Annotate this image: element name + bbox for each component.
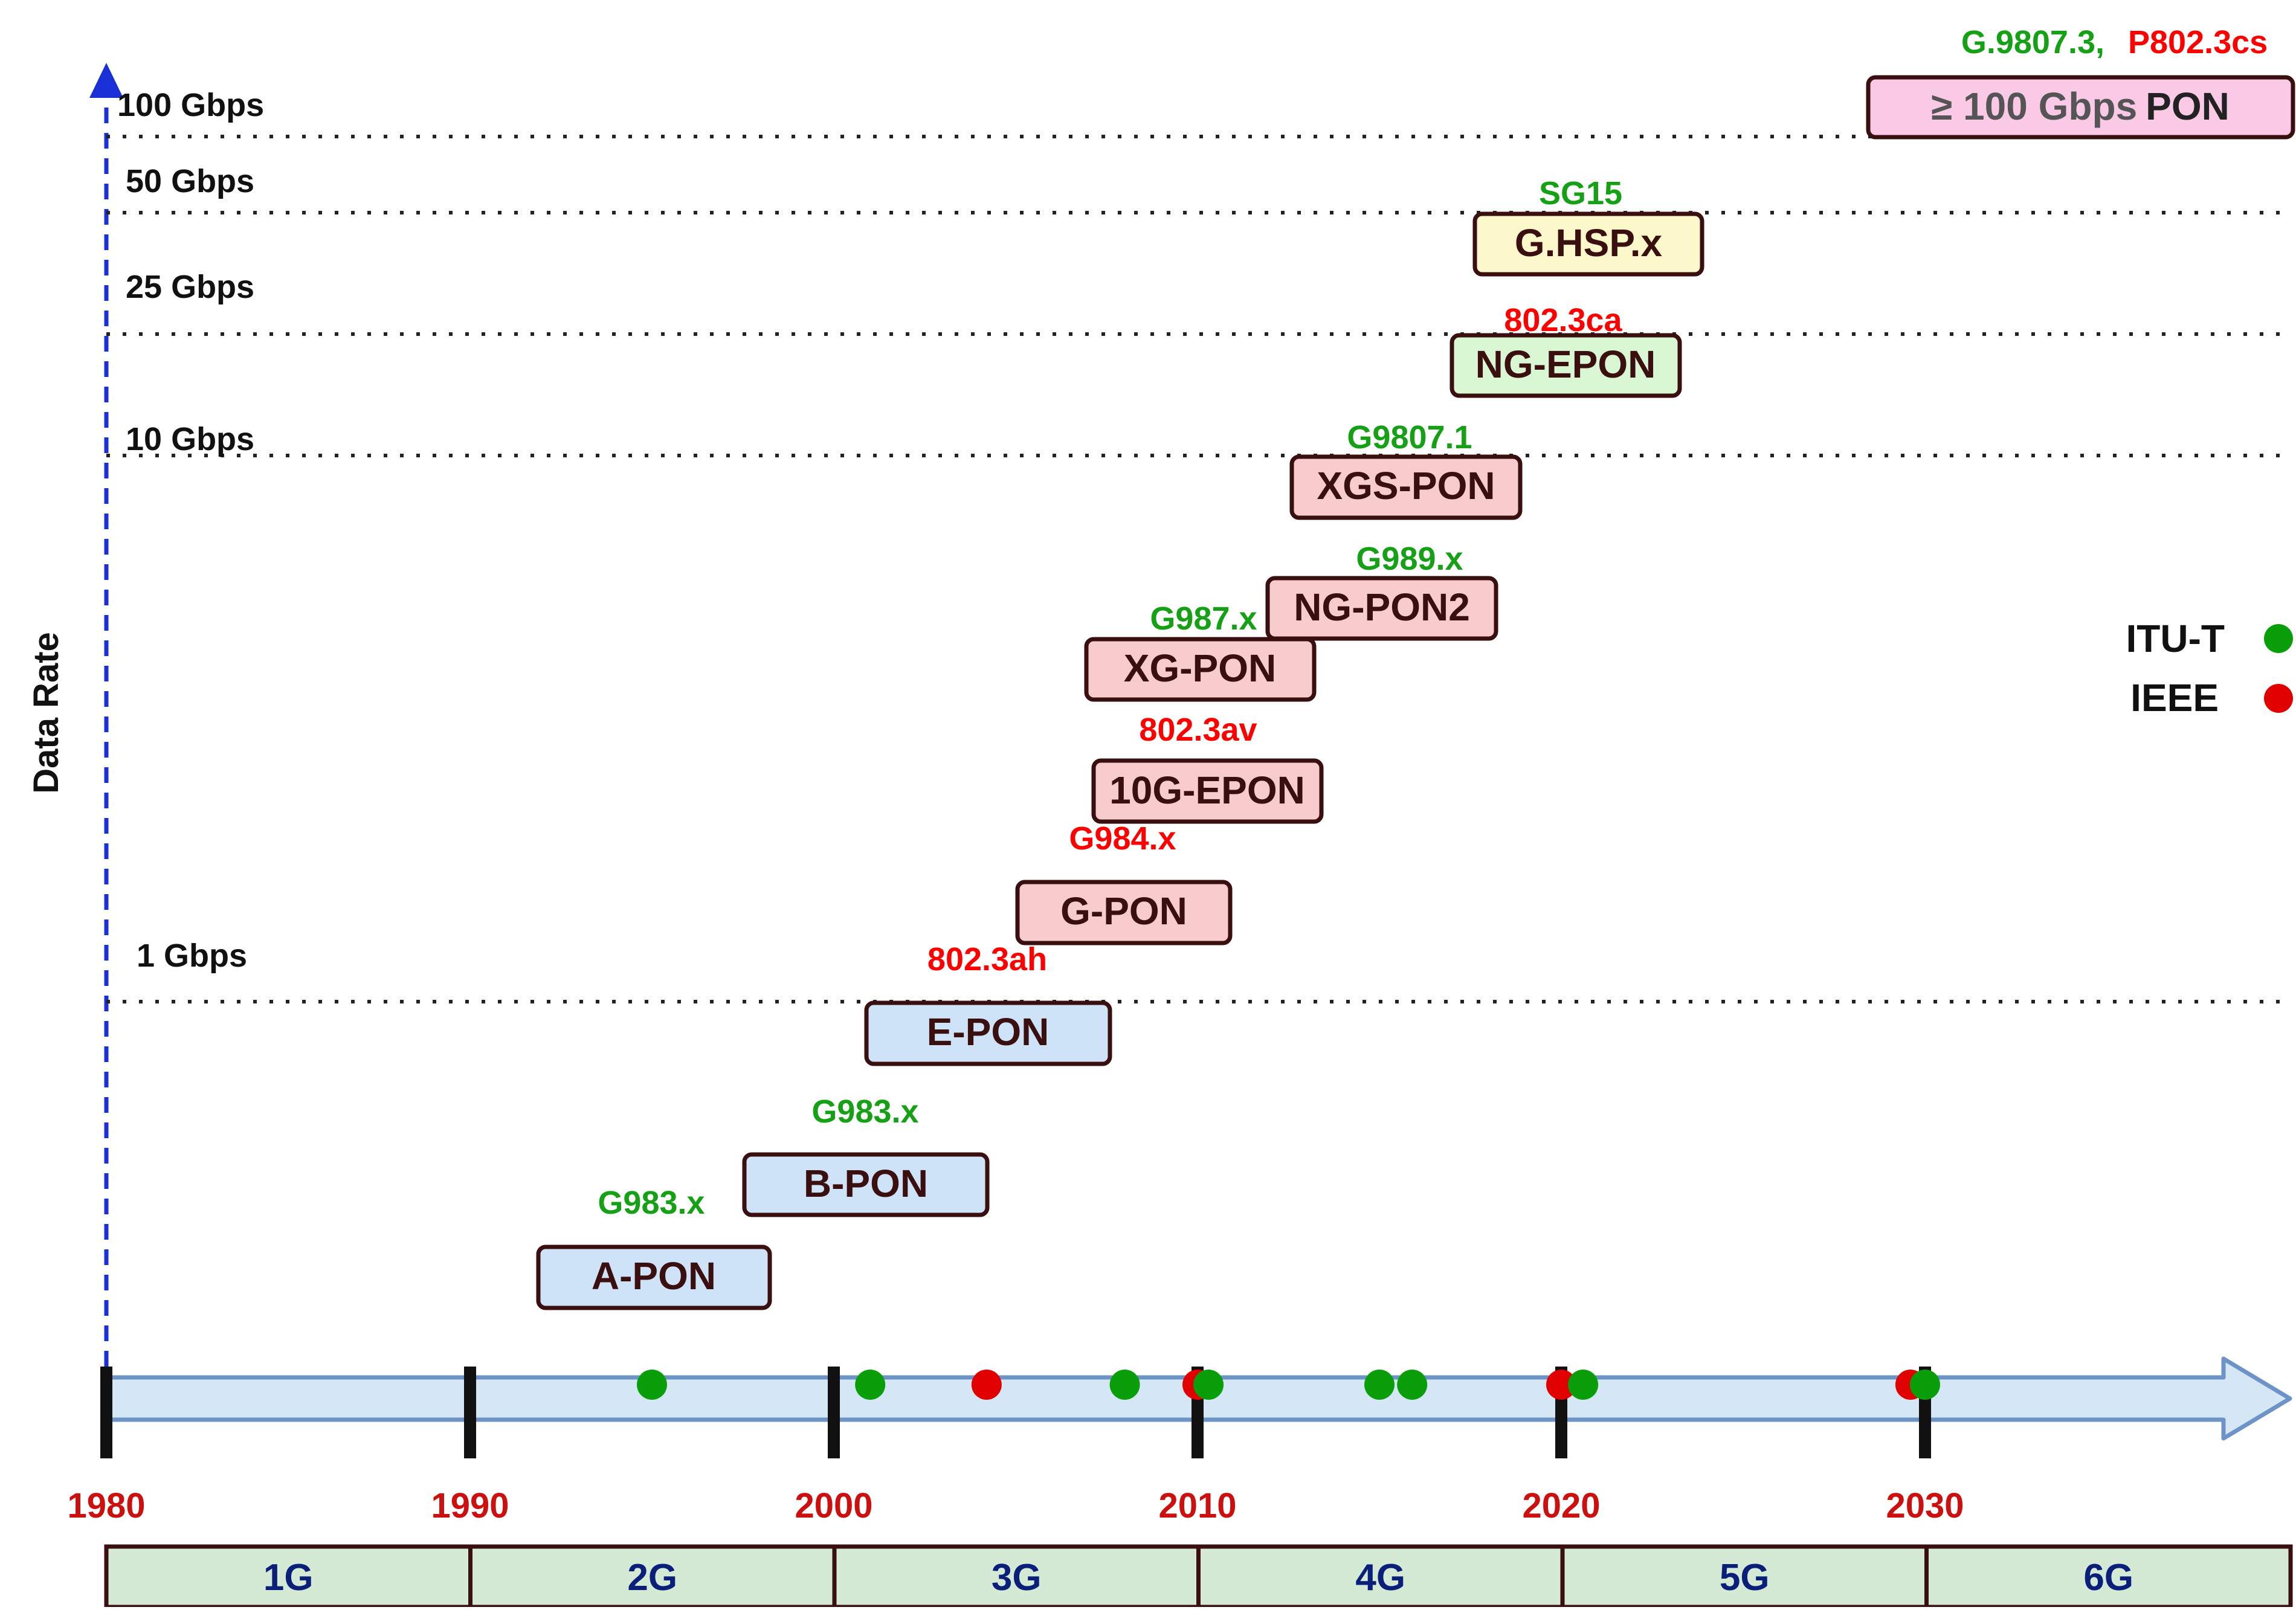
legend: ITU-T IEEE — [2126, 617, 2293, 720]
standard-xgs-pon: XGS-PON G9807.1 — [1289, 419, 1523, 520]
standard-box — [536, 1245, 772, 1310]
legend-itu-dot-icon — [2264, 624, 2293, 653]
standard-ng-epon: NG-EPON 802.3ca — [1450, 302, 1682, 398]
standard-box — [1084, 637, 1317, 702]
standard-spec-label: SG15 — [1539, 175, 1622, 211]
year-tick-2000 — [828, 1367, 840, 1458]
standard-spec-label: G989.x — [1356, 541, 1463, 577]
year-label-1980: 1980 — [67, 1486, 145, 1525]
standard-spec-label: G9807.1 — [1347, 419, 1472, 456]
timeline-event-dot-itu — [1364, 1370, 1395, 1400]
timeline-event-dot-itu — [1568, 1370, 1599, 1400]
year-label-2020: 2020 — [1522, 1486, 1600, 1525]
standard-spec-label: G983.x — [598, 1185, 705, 1221]
standard-spec-label: 802.3ah — [927, 941, 1047, 977]
standard-g-pon: G-PON G984.x — [1015, 820, 1233, 945]
standard-spec-label: 802.3av — [1139, 712, 1257, 748]
future-prefix: ≥ 100 Gbps — [1931, 85, 2137, 128]
standard-box — [1472, 211, 1704, 277]
generation-row: 1G 2G 3G 4G 5G 6G — [104, 1544, 2293, 1609]
timeline-event-dot-itu — [1109, 1370, 1140, 1400]
year-label-2010: 2010 — [1158, 1486, 1236, 1525]
generation-label-1g: 1G — [263, 1557, 314, 1599]
standard-box — [864, 1000, 1112, 1066]
standard-spec-label: G983.x — [811, 1093, 918, 1130]
rate-label-10-gbps: 10 Gbps — [126, 421, 254, 457]
future-spec-itu: G.9807.3, — [1961, 24, 2104, 60]
future-suffix: PON — [2146, 85, 2230, 128]
standard-e-pon: E-PON 802.3ah — [864, 941, 1112, 1066]
timeline-event-dot-ieee — [971, 1370, 1002, 1400]
legend-ieee-label: IEEE — [2130, 676, 2219, 720]
legend-ieee-dot-icon — [2264, 684, 2293, 713]
standard-name: XG-PON — [1124, 646, 1276, 690]
generation-label-4g: 4G — [1355, 1557, 1405, 1599]
standard-box — [1866, 75, 2295, 140]
year-label-2000: 2000 — [795, 1486, 872, 1525]
year-label-1990: 1990 — [431, 1486, 509, 1525]
timeline-event-dot-itu — [637, 1370, 667, 1400]
year-tick-1980 — [100, 1367, 112, 1458]
rate-label-50-gbps: 50 Gbps — [126, 163, 254, 199]
generation-cell-2g — [468, 1544, 837, 1609]
timeline-event-dot-itu — [855, 1370, 886, 1400]
standard-spec-label: G987.x — [1150, 601, 1257, 637]
legend-itu-label: ITU-T — [2126, 617, 2225, 660]
y-axis-arrow-icon — [89, 63, 123, 98]
rate-label-1-gbps: 1 Gbps — [137, 938, 247, 974]
future-spec-ieee: P802.3cs — [2128, 24, 2268, 60]
timeline-event-dot-itu — [1397, 1370, 1428, 1400]
standard-box — [1289, 454, 1523, 520]
rate-label-25-gbps: 25 Gbps — [126, 269, 254, 305]
standard-10g-epon: 10G-EPON 802.3av — [1091, 712, 1324, 824]
year-tick-1990 — [464, 1367, 476, 1458]
year-label-2030: 2030 — [1886, 1486, 1964, 1525]
standard-spec-label: 802.3ca — [1504, 302, 1622, 338]
generation-cell-6g — [1924, 1544, 2293, 1609]
timeline-events — [637, 1370, 1940, 1400]
y-axis-label: Data Rate — [27, 632, 66, 794]
standard-box — [742, 1152, 990, 1217]
timeline: 1980 1990 2000 2010 2020 2030 — [67, 1356, 2292, 1525]
timeline-event-dot-itu — [1193, 1370, 1224, 1400]
standard-g-hsp-x: G.HSP.x SG15 — [1472, 175, 1704, 277]
standard-name: 10G-EPON — [1109, 768, 1305, 812]
generation-label-5g: 5G — [1720, 1557, 1770, 1599]
timeline-event-dot-ieee — [1546, 1370, 1576, 1400]
standard-name: XGS-PON — [1317, 464, 1495, 507]
year-labels: 1980 1990 2000 2010 2020 2030 — [67, 1486, 1964, 1525]
standard-name: ≥ 100 Gbps PON — [1931, 85, 2230, 128]
standard-ng-pon2: NG-PON2 G989.x — [1265, 541, 1498, 641]
generation-cell-1g — [104, 1544, 472, 1609]
standard-name: NG-PON2 — [1294, 585, 1470, 629]
generation-label-3g: 3G — [992, 1557, 1042, 1599]
standard-name: A-PON — [592, 1254, 716, 1298]
standard-name: G-PON — [1060, 889, 1187, 933]
standard-100g-pon: ≥ 100 Gbps PON G.9807.3, P802.3cs — [1866, 24, 2295, 140]
standard-box — [1265, 576, 1498, 641]
standard-b-pon: B-PON G983.x — [742, 1093, 990, 1217]
standard-box — [1015, 880, 1233, 945]
generation-label-2g: 2G — [627, 1557, 677, 1599]
generation-cell-4g — [1196, 1544, 1565, 1609]
standard-name: B-PON — [804, 1162, 928, 1205]
standard-spec-label: G984.x — [1069, 820, 1176, 857]
generation-label-6g: 6G — [2083, 1557, 2133, 1599]
standard-xg-pon: XG-PON G987.x — [1084, 601, 1317, 702]
standard-name: G.HSP.x — [1515, 221, 1663, 265]
standard-name: E-PON — [927, 1010, 1050, 1054]
standard-a-pon: A-PON G983.x — [536, 1185, 772, 1310]
standard-name: NG-EPON — [1475, 343, 1656, 386]
timeline-event-dot-itu — [1910, 1370, 1940, 1400]
rate-label-100-gbps: 100 Gbps — [117, 87, 264, 123]
standard-box — [1450, 333, 1682, 398]
standard-box — [1091, 758, 1324, 824]
